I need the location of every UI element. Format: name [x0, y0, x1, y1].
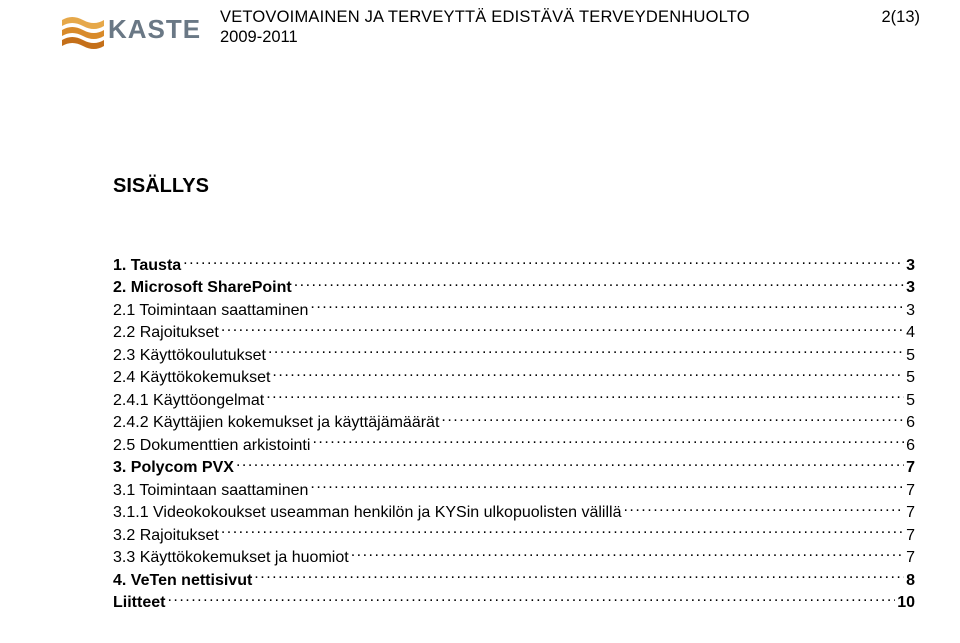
toc-label: 2.4.2 Käyttäjien kokemukset ja käyttäjäm… [113, 413, 439, 433]
header-title: VETOVOIMAINEN JA TERVEYTTÄ EDISTÄVÄ TERV… [220, 8, 750, 27]
toc-page: 5 [906, 368, 915, 388]
toc-label: 2.4.1 Käyttöongelmat [113, 391, 264, 411]
toc-line: 2.4 Käyttökokemukset 5 [113, 366, 915, 388]
toc-leader-dots [310, 479, 904, 495]
page-number: 2(13) [881, 8, 920, 27]
toc-label: 3.1 Toimintaan saattaminen [113, 481, 308, 501]
toc-line: 3.1.1 Videokokoukset useamman henkilön j… [113, 501, 915, 523]
toc-label: 4. VeTen nettisivut [113, 571, 252, 591]
toc-line: 3.1 Toimintaan saattaminen 7 [113, 479, 915, 501]
toc-leader-dots [167, 591, 895, 607]
toc-label: 3.2 Rajoitukset [113, 526, 219, 546]
toc-page: 3 [906, 278, 915, 298]
toc-page: 5 [906, 391, 915, 411]
toc-label: 2.3 Käyttökoulutukset [113, 346, 266, 366]
toc-page: 7 [906, 548, 915, 568]
toc-line: 3. Polycom PVX 7 [113, 456, 915, 478]
logo: KASTE [62, 8, 202, 58]
toc-page: 7 [906, 481, 915, 501]
header-year: 2009-2011 [220, 28, 298, 47]
toc-page: 3 [906, 256, 915, 276]
toc-leader-dots [183, 254, 904, 270]
toc-line: 3.2 Rajoitukset 7 [113, 524, 915, 546]
toc-leader-dots [221, 524, 904, 540]
toc-leader-dots [236, 456, 904, 472]
toc-page: 5 [906, 346, 915, 366]
toc-page: 6 [906, 413, 915, 433]
header: KASTE VETOVOIMAINEN JA TERVEYTTÄ EDISTÄV… [62, 8, 920, 78]
toc-line: 3.3 Käyttökokemukset ja huomiot 7 [113, 546, 915, 568]
toc-line: 4. VeTen nettisivut 8 [113, 569, 915, 591]
toc-heading: SISÄLLYS [113, 175, 915, 198]
toc-label: Liitteet [113, 593, 165, 613]
toc-leader-dots [310, 299, 904, 315]
toc-line: 2. Microsoft SharePoint 3 [113, 276, 915, 298]
toc-page: 6 [906, 436, 915, 456]
toc-line: 2.2 Rajoitukset 4 [113, 321, 915, 343]
toc-leader-dots [272, 366, 904, 382]
toc-leader-dots [441, 411, 904, 427]
toc-page: 10 [897, 593, 915, 613]
toc-label: 2.1 Toimintaan saattaminen [113, 301, 308, 321]
toc-label: 2.5 Dokumenttien arkistointi [113, 436, 310, 456]
toc-line: 1. Tausta 3 [113, 254, 915, 276]
toc-page: 7 [906, 503, 915, 523]
toc-label: 3.1.1 Videokokoukset useamman henkilön j… [113, 503, 621, 523]
toc-leader-dots [221, 321, 904, 337]
wave-icon [62, 14, 104, 52]
toc-label: 2. Microsoft SharePoint [113, 278, 292, 298]
toc-label: 3. Polycom PVX [113, 458, 234, 478]
toc-leader-dots [623, 501, 904, 517]
toc-leader-dots [312, 434, 904, 450]
toc-label: 2.4 Käyttökokemukset [113, 368, 270, 388]
table-of-contents: 1. Tausta 32. Microsoft SharePoint 32.1 … [113, 254, 915, 614]
toc-line: 2.5 Dokumenttien arkistointi 6 [113, 434, 915, 456]
toc-line: Liitteet 10 [113, 591, 915, 613]
toc-line: 2.4.2 Käyttäjien kokemukset ja käyttäjäm… [113, 411, 915, 433]
toc-line: 2.4.1 Käyttöongelmat 5 [113, 389, 915, 411]
toc-leader-dots [294, 276, 904, 292]
toc-leader-dots [254, 569, 904, 585]
content: SISÄLLYS 1. Tausta 32. Microsoft SharePo… [113, 175, 915, 614]
logo-text: KASTE [108, 14, 201, 45]
toc-label: 1. Tausta [113, 256, 181, 276]
toc-label: 2.2 Rajoitukset [113, 323, 219, 343]
toc-leader-dots [268, 344, 904, 360]
toc-page: 3 [906, 301, 915, 321]
toc-label: 3.3 Käyttökokemukset ja huomiot [113, 548, 349, 568]
toc-page: 4 [906, 323, 915, 343]
toc-leader-dots [266, 389, 904, 405]
toc-page: 7 [906, 526, 915, 546]
toc-line: 2.3 Käyttökoulutukset 5 [113, 344, 915, 366]
toc-page: 8 [906, 571, 915, 591]
toc-leader-dots [351, 546, 904, 562]
toc-line: 2.1 Toimintaan saattaminen 3 [113, 299, 915, 321]
toc-page: 7 [906, 458, 915, 478]
